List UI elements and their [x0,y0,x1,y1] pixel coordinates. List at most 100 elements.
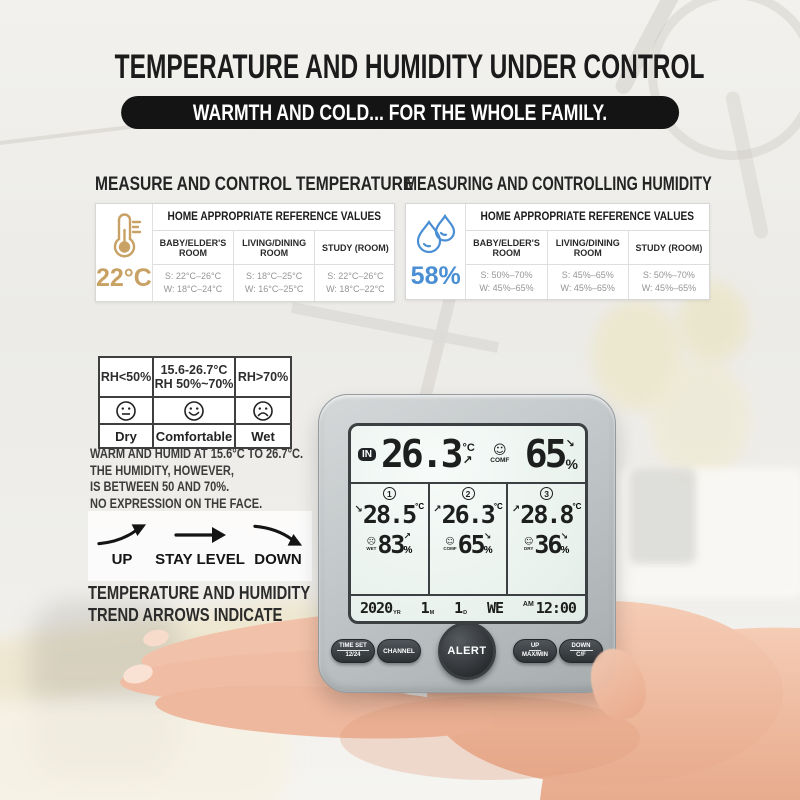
flowers-decor [592,300,682,410]
channel-temperature: 28.5 [362,500,417,529]
channel-number: 2 [461,487,475,500]
reference-values: S: 50%–70% W: 45%–65% [641,270,697,293]
main-temperature: 26.3 [381,432,463,476]
date-month: 1 M [420,599,435,617]
channel-humidity-trend-icon: ↘ [483,532,492,542]
rh-range-dry: RH<50% [100,358,154,398]
channel-button: CHANNEL [377,639,421,663]
happy-face-icon [154,398,236,425]
humidity-reading: 58% [410,262,461,290]
date-day: 1 D [454,599,468,617]
reference-values: S: 22°C–26°C W: 18°C–22°C [326,271,385,294]
rh-range-comfortable: 15.6-26.7°C RH 50%~70% [154,358,236,398]
channel-humidity: 65 [457,530,486,559]
sad-face-icon [236,398,290,425]
lcd-main-row: IN 26.3 °C ↗ ☺ COMF 65 ↘ % [351,426,585,484]
wet-face-icon: ☹ [366,537,377,547]
main-humidity-trend-icon: ↘ [565,436,575,450]
channel-humidity-trend-icon: ↘ [560,532,569,542]
down-arrow-icon [253,524,303,546]
channel-humidity: 36 [534,530,562,559]
reference-values: S: 22°C–26°C W: 18°C–24°C [153,265,235,301]
reference-values: S: 45%–65% W: 45%–65% [548,265,629,299]
lcd-display: IN 26.3 °C ↗ ☺ COMF 65 ↘ % 1 [348,423,588,624]
lcd-channels-row: 1 ↘ 28.5 °C ☹ WET 83 ↗ % [351,484,585,594]
lcd-date-row: 2020 YR 1 M 1 D WE AM 12:00 [351,594,585,621]
comfort-indicator: ☺ COMF [479,442,521,464]
trend-down: DOWN [252,522,304,568]
device-buttons: TIME SET 12/24 CHANNEL ALERT UP MAX/MIN … [319,622,615,680]
background-ornament [724,90,770,240]
smiley-face-icon: ☺ [493,442,507,458]
channel-status: ☺ COMF [443,537,457,552]
rh-range-wet: RH>70% [236,358,290,398]
furniture-decor [618,468,800,598]
column-header: BABY/ELDER'S ROOM [466,231,548,264]
column-header: STUDY (ROOM) [321,242,389,253]
channel-status: ☹ WET [366,537,377,552]
subtitle-banner: WARMTH AND COLD... FOR THE WHOLE FAMILY. [121,96,679,129]
main-temp-trend-icon: ↗ [462,452,473,467]
up-arrow-icon [97,524,147,546]
humidity-panel-title: MEASURING AND CONTROLLING HUMIDITY [405,174,712,195]
temperature-panel: MEASURE AND CONTROL TEMPERATURE 22°C [95,174,414,302]
page-title: TEMPERATURE AND HUMIDITY UNDER CONTROL [114,48,705,86]
level-arrow-icon [174,527,226,543]
weather-station-device: IN 26.3 °C ↗ ☺ COMF 65 ↘ % 1 [318,394,616,693]
clock-time: AM 12:00 [522,599,577,617]
up-maxmin-button: UP MAX/MIN [513,639,557,663]
temperature-reference-table: 22°C HOME APPROPRIATE REFERENCE VALUES B… [95,203,396,302]
comfort-text: COMF [490,456,510,464]
main-humidity: 65 [524,432,568,476]
channel-humidity-trend-icon: ↗ [403,532,411,542]
channel-humidity-unit: % [483,545,493,556]
temperature-reading: 22°C [96,264,152,292]
channel-humidity-unit: % [403,545,413,556]
time-set-button: TIME SET 12/24 [331,639,375,663]
alert-button: ALERT [438,622,496,680]
column-header: LIVING/DINING ROOM [548,231,629,264]
comfort-label: Dry [100,425,154,447]
temperature-icon-cell: 22°C [96,204,153,301]
indoor-badge: IN [358,447,376,461]
channel-temperature: 26.3 [441,500,496,529]
channel-number: 1 [382,487,396,500]
channel-temp-trend-icon: ↗ [511,504,521,515]
neutral-face-icon [100,398,154,425]
thermometer-icon [113,213,142,258]
reference-values: S: 18°C–25°C W: 16°C–25°C [234,265,316,301]
comfort-face-icon: ☺ [445,537,455,547]
channel-1: 1 ↘ 28.5 °C ☹ WET 83 ↗ % [351,484,430,594]
trend-up: UP [96,522,148,568]
water-drops-icon [416,213,455,254]
reference-values: S: 50%–70% W: 45%–65% [466,265,548,299]
channel-2: 2 ↗ 26.3 °C ☺ COMF 65 ↘ [430,484,509,594]
channel-temp-unit: °C [572,502,582,511]
column-header: STUDY (ROOM) [635,242,703,253]
date-weekday: WE [486,599,504,617]
channel-humidity: 83 [377,530,405,559]
channel-temp-trend-icon: ↗ [433,504,442,515]
window-frame-decor [290,302,500,353]
channel-number: 3 [540,487,554,500]
channel-temp-trend-icon: ↘ [354,504,363,515]
temperature-panel-title: MEASURE AND CONTROL TEMPERATURE [95,174,414,195]
humidity-panel: MEASURING AND CONTROLLING HUMIDITY 58% H… [405,174,712,300]
channel-status: ☺ DRY [523,537,534,552]
channel-temp-unit: °C [415,502,425,511]
channel-temperature: 28.8 [520,500,574,529]
channel-humidity-unit: % [560,545,570,556]
channel-temp-unit: °C [493,502,503,511]
flowers-decor [650,360,750,480]
comfort-note: WARM AND HUMID AT 15.6°C TO 26.7°C. THE … [90,446,304,511]
comfort-table: RH<50% 15.6-26.7°C RH 50%~70% RH>70% [98,356,292,449]
comfort-label: Wet [251,428,275,444]
main-temp-unit: °C [462,441,475,454]
humidity-reference-table: 58% HOME APPROPRIATE REFERENCE VALUES BA… [405,203,710,300]
reference-table-header: HOME APPROPRIATE REFERENCE VALUES [466,204,709,231]
column-header: LIVING/DINING ROOM [234,231,316,264]
reference-table-header: HOME APPROPRIATE REFERENCE VALUES [152,204,396,231]
main-humidity-unit: % [565,455,578,472]
column-header: BABY/ELDER'S ROOM [153,231,235,264]
